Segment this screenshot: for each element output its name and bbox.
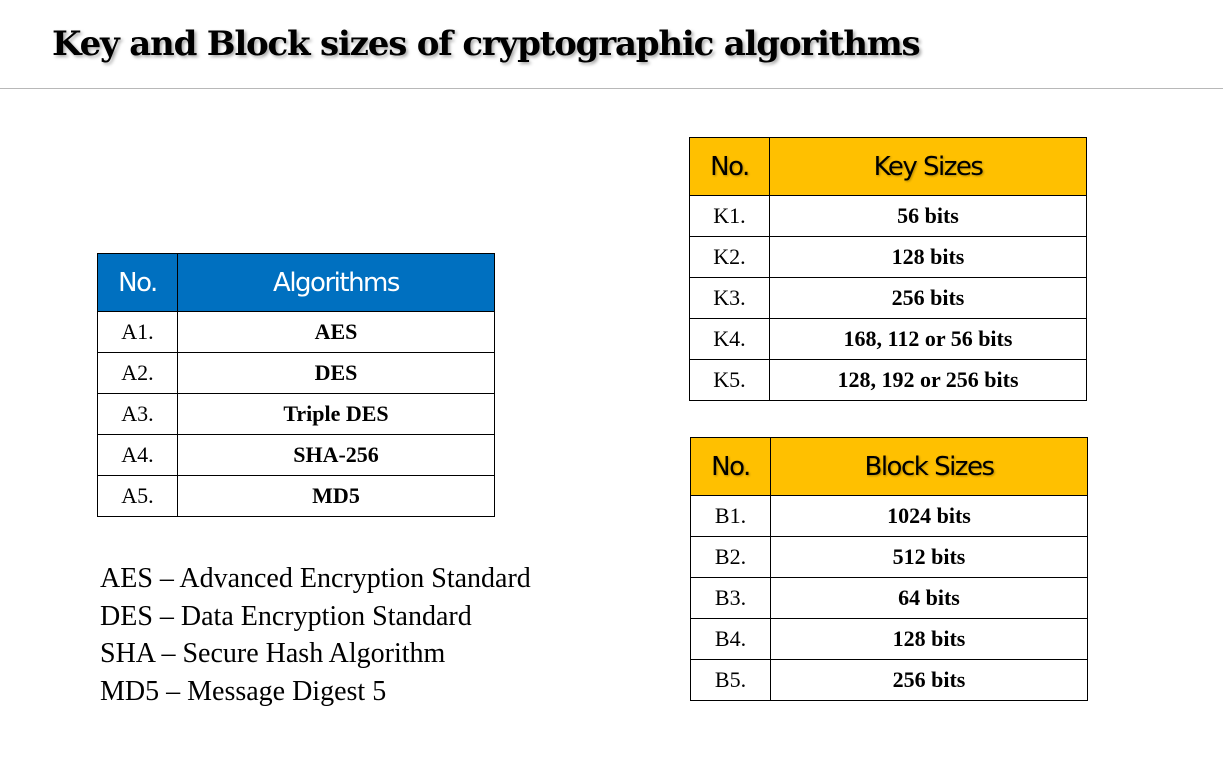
row-number: B1. — [690, 495, 771, 537]
table-row: A4. SHA-256 — [97, 434, 495, 476]
table-row: K4. 168, 112 or 56 bits — [689, 318, 1087, 360]
algorithm-name: AES — [177, 311, 495, 353]
table-row: K1. 56 bits — [689, 195, 1087, 237]
algorithm-name: MD5 — [177, 475, 495, 517]
block-size-value: 256 bits — [770, 659, 1088, 701]
row-number: B3. — [690, 577, 771, 619]
legend-item-md5: MD5 – Message Digest 5 — [100, 675, 387, 707]
key-size-value: 168, 112 or 56 bits — [769, 318, 1087, 360]
column-header-no: No. — [690, 437, 771, 496]
table-row: B2. 512 bits — [690, 536, 1088, 578]
row-number: K2. — [689, 236, 770, 278]
table-header-row: No. Block Sizes — [690, 437, 1088, 496]
row-number: B4. — [690, 618, 771, 660]
table-row: B5. 256 bits — [690, 659, 1088, 701]
table-row: K5. 128, 192 or 256 bits — [689, 359, 1087, 401]
key-size-value: 128 bits — [769, 236, 1087, 278]
key-size-value: 256 bits — [769, 277, 1087, 319]
title-divider — [0, 88, 1223, 89]
table-row: B1. 1024 bits — [690, 495, 1088, 537]
row-number: B2. — [690, 536, 771, 578]
slide-title: Key and Block sizes of cryptographic alg… — [52, 24, 921, 64]
row-number: B5. — [690, 659, 771, 701]
table-row: K3. 256 bits — [689, 277, 1087, 319]
block-size-value: 64 bits — [770, 577, 1088, 619]
column-header-no: No. — [689, 137, 770, 196]
row-number: A3. — [97, 393, 178, 435]
table-row: B3. 64 bits — [690, 577, 1088, 619]
table-header-row: No. Algorithms — [97, 253, 495, 312]
algorithm-name: SHA-256 — [177, 434, 495, 476]
legend-item-sha: SHA – Secure Hash Algorithm — [100, 638, 446, 669]
row-number: K3. — [689, 277, 770, 319]
column-header-algorithms: Algorithms — [177, 253, 495, 312]
row-number: A5. — [97, 475, 178, 517]
algorithm-name: Triple DES — [177, 393, 495, 435]
row-number: A2. — [97, 352, 178, 394]
table-row: A5. MD5 — [97, 475, 495, 517]
table-row: A1. AES — [97, 311, 495, 353]
row-number: K4. — [689, 318, 770, 360]
table-row: K2. 128 bits — [689, 236, 1087, 278]
abbreviations-legend: AES – Advanced Encryption Standard DES –… — [100, 560, 531, 710]
table-row: A2. DES — [97, 352, 495, 394]
block-size-value: 128 bits — [770, 618, 1088, 660]
column-header-no: No. — [97, 253, 178, 312]
block-size-value: 1024 bits — [770, 495, 1088, 537]
table-row: A3. Triple DES — [97, 393, 495, 435]
column-header-key-sizes: Key Sizes — [769, 137, 1087, 196]
key-sizes-table: No. Key Sizes K1. 56 bits K2. 128 bits K… — [689, 137, 1087, 401]
key-size-value: 128, 192 or 256 bits — [769, 359, 1087, 401]
row-number: K5. — [689, 359, 770, 401]
table-header-row: No. Key Sizes — [689, 137, 1087, 196]
block-size-value: 512 bits — [770, 536, 1088, 578]
algorithms-table: No. Algorithms A1. AES A2. DES A3. Tripl… — [97, 253, 495, 517]
column-header-block-sizes: Block Sizes — [770, 437, 1088, 496]
row-number: K1. — [689, 195, 770, 237]
table-row: B4. 128 bits — [690, 618, 1088, 660]
key-size-value: 56 bits — [769, 195, 1087, 237]
legend-item-aes: AES – Advanced Encryption Standard — [100, 563, 531, 594]
row-number: A4. — [97, 434, 178, 476]
row-number: A1. — [97, 311, 178, 353]
algorithm-name: DES — [177, 352, 495, 394]
legend-item-des: DES – Data Encryption Standard — [100, 600, 472, 632]
block-sizes-table: No. Block Sizes B1. 1024 bits B2. 512 bi… — [690, 437, 1088, 701]
